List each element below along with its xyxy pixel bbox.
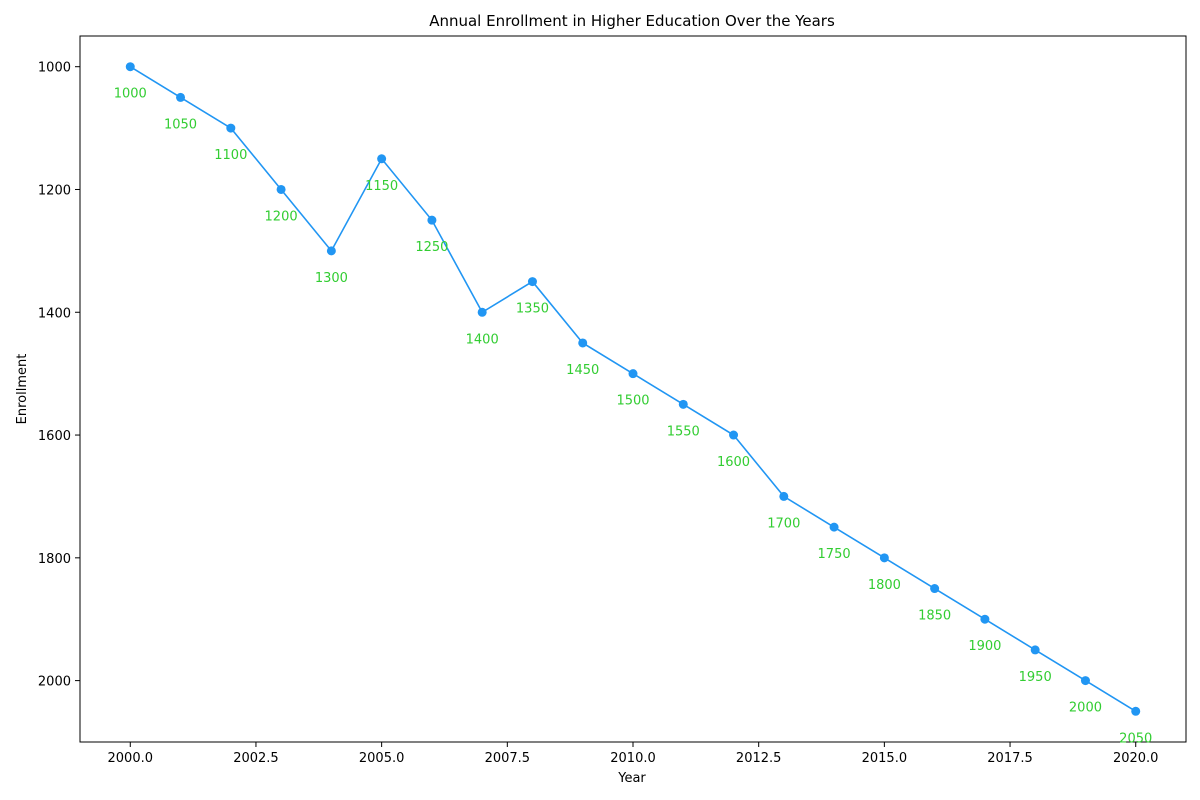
data-point (477, 307, 487, 317)
data-point (578, 338, 588, 348)
x-tick-label: 2012.5 (736, 751, 782, 766)
y-axis-title: Enrollment (15, 354, 30, 425)
data-label: 1700 (767, 516, 800, 531)
data-point (678, 399, 688, 409)
data-point (176, 92, 186, 102)
chart-title: Annual Enrollment in Higher Education Ov… (429, 12, 835, 30)
data-label: 1050 (164, 117, 197, 132)
data-label: 2000 (1069, 701, 1102, 716)
plot-area (79, 35, 1187, 743)
y-tick-label: 1200 (38, 183, 71, 198)
x-tick-label: 2002.5 (233, 751, 279, 766)
x-tick-label: 2015.0 (862, 751, 908, 766)
x-tick-label: 2007.5 (485, 751, 531, 766)
data-point (829, 522, 839, 532)
x-tick-label: 2017.5 (987, 751, 1033, 766)
y-tick-label: 1400 (38, 306, 71, 321)
data-label: 1300 (315, 271, 348, 286)
data-point (779, 491, 789, 501)
data-label: 1800 (868, 578, 901, 593)
data-point (527, 277, 537, 287)
data-point (729, 430, 739, 440)
data-label: 1450 (566, 363, 599, 378)
series-line (129, 66, 1137, 712)
data-point (226, 123, 236, 133)
data-point (930, 584, 940, 594)
y-axis: 1000 1200 1400 1600 1800 2000 (38, 61, 80, 690)
data-label: 1350 (516, 302, 549, 317)
data-point (377, 154, 387, 164)
data-label: 1150 (365, 179, 398, 194)
data-label: 1750 (818, 547, 851, 562)
data-point (125, 62, 135, 72)
data-point (326, 246, 336, 256)
x-axis-title: Year (617, 771, 646, 786)
data-point (276, 184, 286, 194)
x-tick-label: 2000.0 (108, 751, 154, 766)
data-label: 1000 (114, 87, 147, 102)
x-tick-label: 2020.0 (1113, 751, 1159, 766)
x-tick-label: 2005.0 (359, 751, 405, 766)
x-tick-label: 2010.0 (610, 751, 656, 766)
data-point (1080, 676, 1090, 686)
y-tick-label: 1600 (38, 429, 71, 444)
y-tick-label: 1800 (38, 552, 71, 567)
data-label: 2050 (1119, 731, 1152, 746)
data-point (980, 614, 990, 624)
data-label: 1200 (265, 209, 298, 224)
data-point (427, 215, 437, 225)
data-labels: 1000 1050 1100 1200 1300 1150 1250 1400 1350 1450… (114, 87, 1153, 747)
data-point (1030, 645, 1040, 655)
data-label: 1950 (1019, 670, 1052, 685)
data-label: 1900 (968, 639, 1001, 654)
y-tick-label: 1000 (38, 61, 71, 76)
data-label: 1500 (616, 394, 649, 409)
data-point (628, 369, 638, 379)
y-tick-label: 2000 (38, 675, 71, 690)
x-axis: 2000.0 2002.5 2005.0 2007.5 2010.0 2012.5 2015… (108, 742, 1159, 766)
data-label: 1550 (667, 424, 700, 439)
data-label: 1400 (466, 332, 499, 347)
data-label: 1600 (717, 455, 750, 470)
data-point (1131, 706, 1141, 716)
data-label: 1100 (214, 148, 247, 163)
data-point (879, 553, 889, 563)
series-layer (125, 62, 1141, 716)
data-label: 1250 (415, 240, 448, 255)
data-label: 1850 (918, 609, 951, 624)
